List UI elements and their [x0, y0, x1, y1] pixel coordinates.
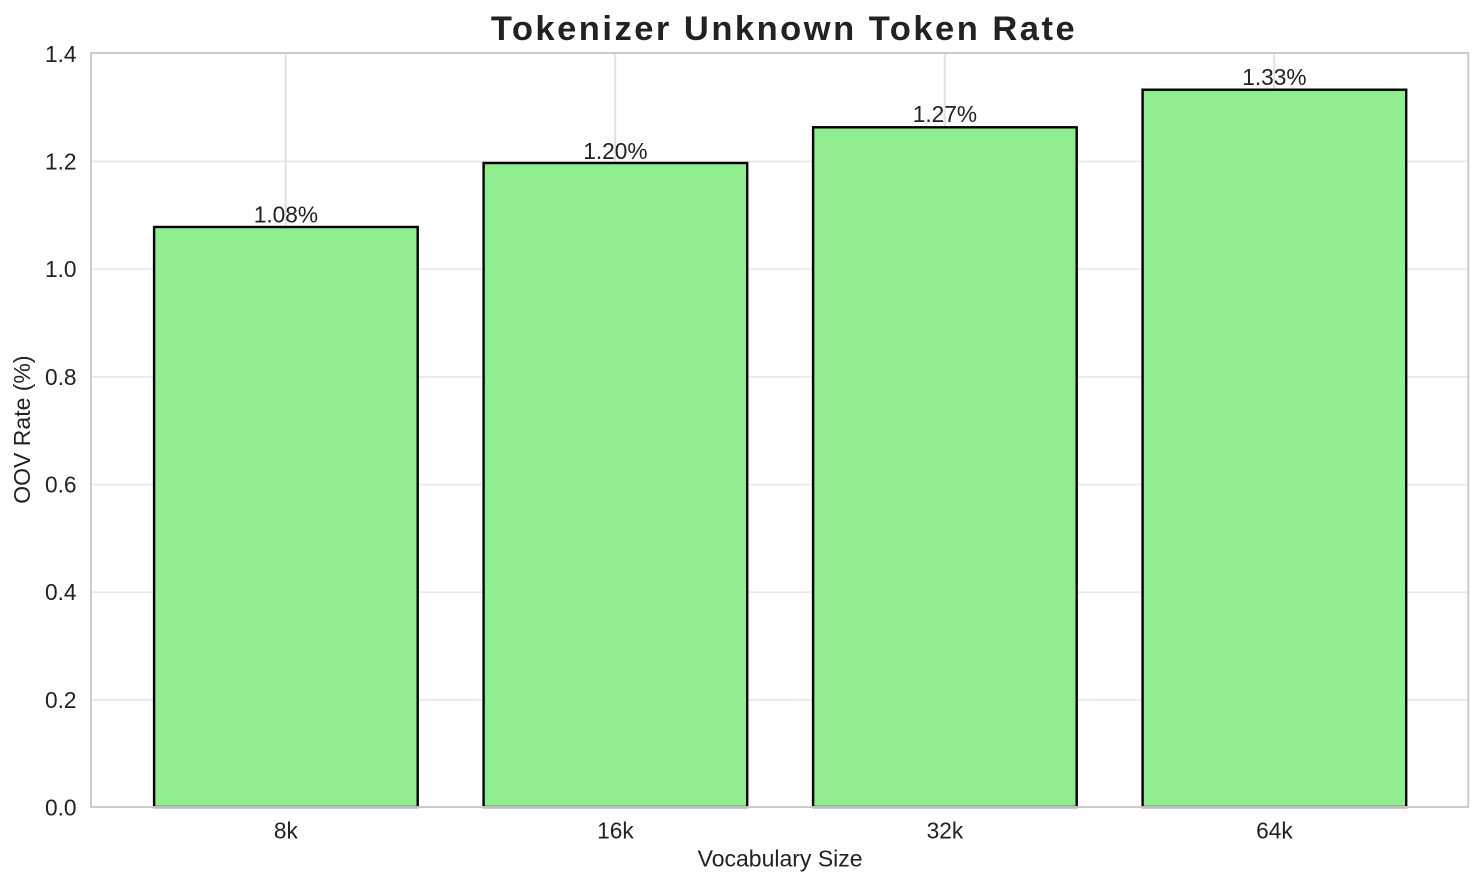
- svg-text:1.33%: 1.33%: [1242, 64, 1306, 90]
- svg-text:1.4: 1.4: [45, 41, 77, 67]
- svg-text:64k: 64k: [1256, 817, 1293, 843]
- svg-text:Tokenizer Unknown Token Rate: Tokenizer Unknown Token Rate: [491, 10, 1077, 48]
- svg-text:1.08%: 1.08%: [254, 201, 318, 227]
- svg-text:0.4: 0.4: [45, 579, 77, 605]
- svg-text:1.0: 1.0: [45, 256, 77, 282]
- svg-text:8k: 8k: [274, 817, 299, 843]
- svg-text:0.0: 0.0: [45, 795, 77, 821]
- svg-text:32k: 32k: [927, 817, 964, 843]
- svg-text:16k: 16k: [597, 817, 634, 843]
- svg-text:1.27%: 1.27%: [913, 101, 977, 127]
- svg-text:1.2: 1.2: [45, 149, 77, 175]
- svg-text:0.8: 0.8: [45, 364, 77, 390]
- svg-text:0.6: 0.6: [45, 472, 77, 498]
- svg-text:0.2: 0.2: [45, 687, 77, 713]
- svg-text:Vocabulary Size: Vocabulary Size: [698, 845, 863, 871]
- svg-text:OOV Rate (%): OOV Rate (%): [9, 355, 35, 503]
- svg-text:1.20%: 1.20%: [583, 138, 647, 164]
